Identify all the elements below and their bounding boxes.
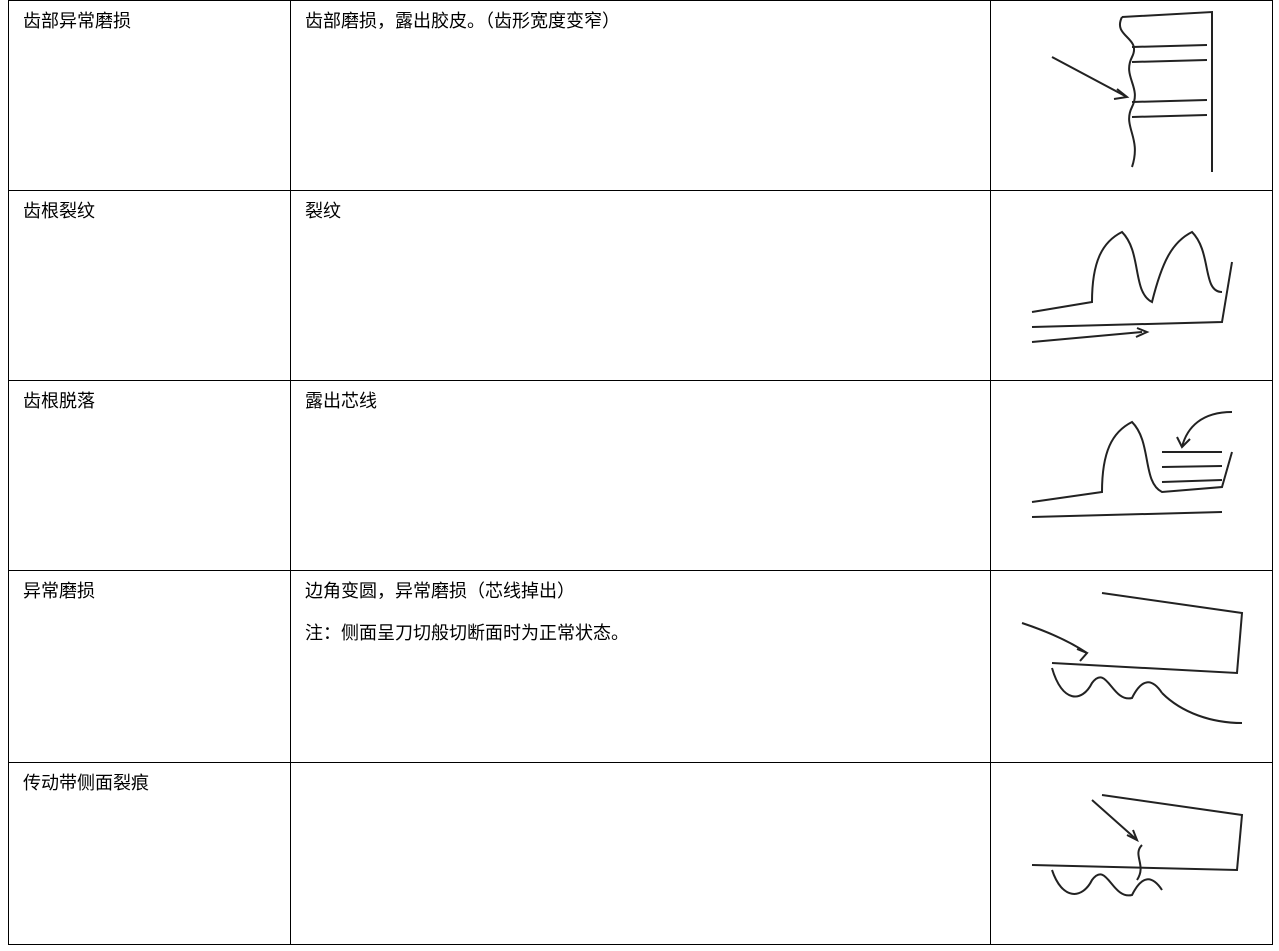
description: 注：侧面呈刀切般切断面时为正常状态。 [305, 623, 629, 644]
description-cell: 边角变圆，异常磨损（芯线掉出） 注：侧面呈刀切般切断面时为正常状态。 [290, 570, 991, 763]
belt-illustration [1051, 10, 1213, 172]
defect-cell: 传动带侧面裂痕 [8, 762, 291, 945]
table-row: 齿根脱落 露出芯线 [8, 380, 1273, 571]
description: 露出芯线 [305, 391, 377, 412]
image-cell [990, 570, 1273, 763]
description-cell: 齿部磨损，露出胶皮。（齿形宽度变窄） [290, 0, 991, 191]
table-row: 齿部异常磨损 齿部磨损，露出胶皮。（齿形宽度变窄） [8, 0, 1273, 191]
image-cell [990, 762, 1273, 945]
belt-illustration [1021, 591, 1243, 724]
belt-illustration [1031, 230, 1233, 343]
table-row: 齿根裂纹 裂纹 [8, 190, 1273, 381]
defect-cell: 齿根脱落 [8, 380, 291, 571]
description: 边角变圆，异常磨损（芯线掉出） [305, 581, 575, 602]
description-cell: 露出芯线 [290, 380, 991, 571]
image-cell [990, 190, 1273, 381]
defect-cell: 齿根裂纹 [8, 190, 291, 381]
image-cell [990, 0, 1273, 191]
belt-illustration [1031, 410, 1233, 518]
description-cell: 裂纹 [290, 190, 991, 381]
description: 齿部磨损，露出胶皮。（齿形宽度变窄） [305, 11, 620, 32]
defect-table: 齿部异常磨损 齿部磨损，露出胶皮。（齿形宽度变窄） 齿根裂纹 裂纹 齿根脱落 露… [8, 0, 1273, 945]
description-cell [290, 762, 991, 945]
table-row: 传动带侧面裂痕 [8, 762, 1273, 945]
defect-cell: 异常磨损 [8, 570, 291, 763]
image-cell [990, 380, 1273, 571]
belt-illustration [1031, 793, 1243, 896]
table-row: 异常磨损 边角变圆，异常磨损（芯线掉出） 注：侧面呈刀切般切断面时为正常状态。 [8, 570, 1273, 763]
defect-cell: 齿部异常磨损 [8, 0, 291, 191]
description: 裂纹 [305, 201, 341, 222]
